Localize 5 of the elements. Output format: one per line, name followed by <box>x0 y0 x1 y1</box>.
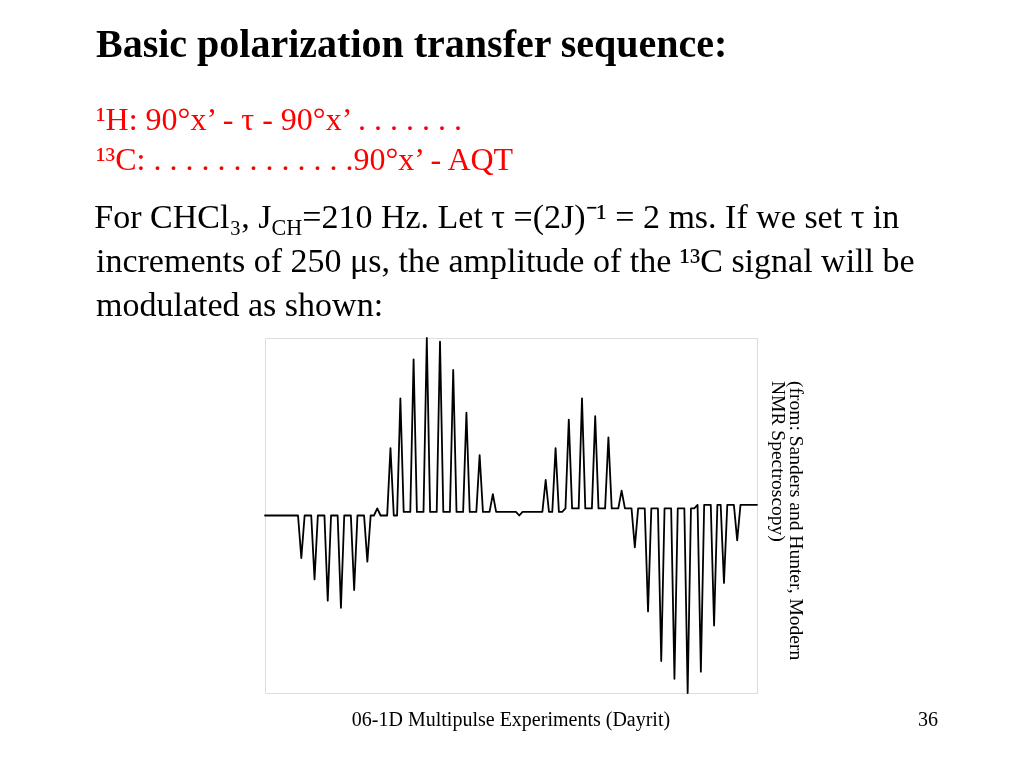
chart-subtitle: ¹H: 90°x’ - τ - 90°x’ . . . . . . . ¹³C: . . . . . . . . . . . . .90°x’ - AQT <box>96 101 514 177</box>
text: 06-1D Multipulse Experiments (Dayrit) <box>351 708 671 731</box>
text: 36 <box>918 708 938 730</box>
text: (from: Sanders and Hunter, Modern NMR Spectroscopy) <box>767 381 807 661</box>
chart-title: Basic polarization transfer sequence: <box>96 21 728 66</box>
